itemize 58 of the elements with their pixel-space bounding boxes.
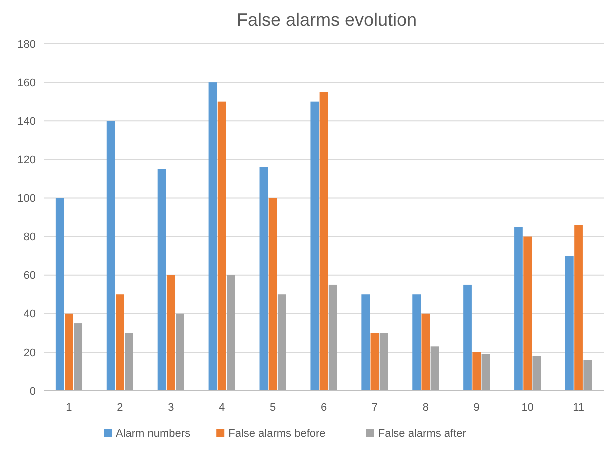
bar: [278, 294, 286, 391]
x-tick-label: 6: [320, 402, 328, 414]
bar: [472, 352, 482, 391]
bar: [227, 275, 236, 391]
y-tick-label: 100: [18, 193, 36, 206]
bar: [422, 314, 430, 391]
bar: [328, 284, 338, 391]
bar: [514, 227, 523, 391]
bar: [116, 294, 124, 391]
bar: [218, 102, 226, 391]
bar: [565, 256, 574, 391]
bar: [158, 169, 166, 391]
y-tick-label: 160: [18, 77, 36, 90]
bar: [166, 275, 176, 391]
bar: [65, 314, 74, 391]
bar: [584, 360, 592, 391]
bar: [574, 225, 583, 391]
y-tick-label: 20: [24, 347, 36, 360]
x-tick-label: 1: [66, 402, 72, 414]
bar: [380, 333, 388, 391]
bar: [320, 92, 328, 391]
bar: [125, 333, 134, 391]
chart-title: False alarms evolution: [236, 10, 418, 30]
y-tick-label: 40: [24, 308, 36, 321]
y-tick-label: 80: [24, 232, 36, 244]
bar: [176, 314, 184, 391]
x-tick-label: 5: [270, 402, 276, 414]
x-tick-label: 2: [117, 402, 124, 414]
bar: [524, 236, 532, 391]
bar: [56, 198, 64, 391]
x-tick-label: 10: [522, 402, 534, 414]
bar: [208, 82, 218, 391]
bar: [412, 294, 421, 391]
y-tick-label: 60: [24, 270, 36, 282]
legend-label: False alarms before: [228, 428, 326, 440]
x-tick-label: 4: [219, 402, 226, 414]
bar: [370, 333, 380, 391]
bar: [430, 346, 440, 391]
legend-label: False alarms after: [378, 428, 467, 440]
legend-label: Alarm numbers: [116, 428, 192, 440]
bar: [268, 198, 278, 391]
y-tick-label: 0: [30, 386, 36, 398]
bar: [464, 284, 472, 391]
y-tick-label: 120: [18, 154, 36, 167]
y-tick-label: 180: [18, 38, 36, 51]
x-tick-label: 11: [573, 402, 584, 414]
y-tick-label: 140: [18, 116, 36, 128]
x-tick-label: 3: [168, 402, 174, 414]
x-tick-label: 9: [474, 402, 480, 414]
bar: [482, 354, 490, 391]
x-tick-label: 8: [422, 402, 429, 414]
bar: [310, 102, 320, 391]
bar: [362, 294, 370, 391]
bar: [106, 121, 116, 391]
bar: [74, 324, 83, 391]
bar: [260, 167, 268, 391]
x-tick-label: 7: [372, 402, 378, 414]
bar: [532, 356, 542, 391]
